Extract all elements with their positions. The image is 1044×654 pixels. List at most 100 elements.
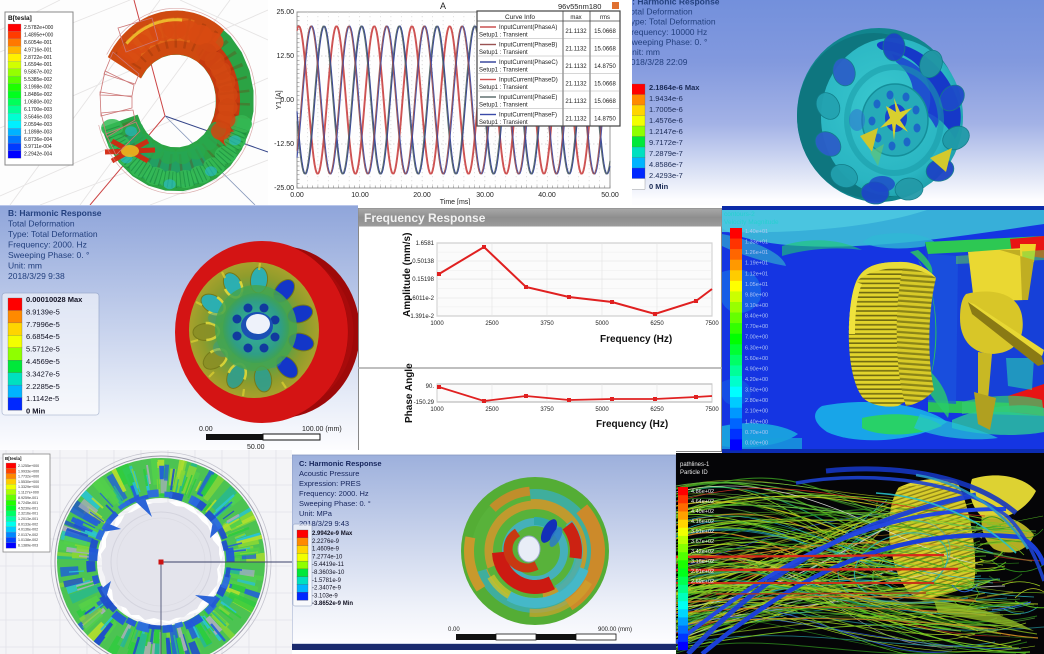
svg-text:4.86e+02: 4.86e+02 (691, 489, 714, 495)
svg-text:Frequency: 10000 Hz: Frequency: 10000 Hz (632, 27, 707, 37)
svg-text:Acoustic Pressure: Acoustic Pressure (299, 469, 359, 478)
svg-text:90.: 90. (426, 384, 435, 390)
svg-text:Setup1 : Transient: Setup1 : Transient (479, 50, 528, 56)
svg-text:1.6594e-001: 1.6594e-001 (24, 62, 52, 68)
svg-text:1.3329e+000: 1.3329e+000 (18, 485, 39, 489)
svg-text:rms: rms (600, 15, 610, 21)
svg-text:2500: 2500 (485, 407, 499, 413)
svg-text:InputCurrent(PhaseE): InputCurrent(PhaseE) (499, 95, 557, 101)
svg-text:7.7996e-5: 7.7996e-5 (26, 320, 60, 329)
svg-text:2.2276e-9: 2.2276e-9 (312, 539, 340, 545)
svg-text:3.16e+02: 3.16e+02 (691, 559, 714, 565)
svg-text:4.20e+00: 4.20e+00 (745, 377, 768, 383)
svg-text:10.00: 10.00 (351, 192, 369, 199)
svg-text:-12.50: -12.50 (274, 141, 294, 148)
svg-text:2.69e+02: 2.69e+02 (691, 579, 714, 585)
svg-text:1.1898e-003: 1.1898e-003 (24, 129, 52, 135)
svg-text:8.6054e-001: 8.6054e-001 (24, 40, 52, 46)
svg-text:Particle ID: Particle ID (680, 470, 708, 476)
svg-text:4.6011e-2: 4.6011e-2 (407, 296, 434, 302)
svg-text:2.80e+00: 2.80e+00 (745, 398, 768, 404)
svg-text:1.4609e-9: 1.4609e-9 (312, 547, 340, 553)
svg-text:B: Harmonic Response: B: Harmonic Response (8, 208, 102, 218)
svg-text:Setup1 : Transient: Setup1 : Transient (479, 68, 528, 74)
svg-text:30.00: 30.00 (476, 192, 494, 199)
svg-text:-1.5781e-9: -1.5781e-9 (312, 578, 342, 584)
svg-text:1.7005e-6: 1.7005e-6 (649, 105, 683, 114)
svg-text:15.0668: 15.0668 (594, 47, 616, 53)
svg-text:Unit: mm: Unit: mm (632, 47, 660, 57)
svg-text:7.2879e-7: 7.2879e-7 (649, 149, 683, 158)
svg-text:21.1132: 21.1132 (565, 82, 587, 88)
svg-text:4.64e+02: 4.64e+02 (691, 499, 714, 505)
svg-text:96v55nm180: 96v55nm180 (558, 2, 601, 11)
svg-text:21.1132: 21.1132 (565, 99, 587, 105)
svg-text:1.2013e-001: 1.2013e-001 (18, 517, 38, 521)
svg-text:25.00: 25.00 (276, 9, 294, 16)
svg-text:B[tesla]: B[tesla] (5, 456, 22, 461)
svg-text:Y1 [A]: Y1 [A] (276, 90, 283, 109)
svg-text:Sweeping Phase: 0. °: Sweeping Phase: 0. ° (299, 499, 371, 508)
svg-text:1.1142e-5: 1.1142e-5 (26, 394, 59, 403)
svg-text:14.8750: 14.8750 (594, 64, 616, 70)
svg-text:3.1998e-002: 3.1998e-002 (24, 85, 52, 91)
svg-text:InputCurrent(PhaseA): InputCurrent(PhaseA) (499, 25, 557, 31)
svg-text:0.00: 0.00 (290, 192, 304, 199)
svg-text:6.1389e-003: 6.1389e-003 (18, 544, 38, 548)
svg-text:5.60e+00: 5.60e+00 (745, 356, 768, 362)
svg-text:5000: 5000 (595, 321, 609, 327)
svg-text:Frequency: 2000. Hz: Frequency: 2000. Hz (8, 240, 87, 250)
svg-text:Amplitude (mm/s): Amplitude (mm/s) (402, 233, 413, 317)
svg-text:1.33e+01: 1.33e+01 (745, 240, 768, 246)
svg-text:4.40e+02: 4.40e+02 (691, 509, 714, 515)
svg-text:9.80e+00: 9.80e+00 (745, 292, 768, 298)
svg-text:900.00 (mm): 900.00 (mm) (598, 627, 632, 633)
svg-text:7.2774e-10: 7.2774e-10 (312, 554, 343, 560)
svg-text:-2.3407e-9: -2.3407e-9 (312, 586, 342, 592)
svg-text:15.0668: 15.0668 (594, 82, 616, 88)
svg-text:1.12e+01: 1.12e+01 (745, 271, 768, 277)
svg-text:1.19e+01: 1.19e+01 (745, 261, 768, 267)
svg-text:50.00: 50.00 (247, 444, 265, 450)
svg-text:Frequency (Hz): Frequency (Hz) (600, 334, 672, 345)
svg-text:6.8736e-004: 6.8736e-004 (24, 137, 52, 143)
svg-text:0.15198: 0.15198 (412, 277, 434, 283)
svg-text:0.00: 0.00 (199, 426, 213, 433)
svg-text:0.50138: 0.50138 (412, 259, 434, 265)
svg-text:-25.00: -25.00 (274, 185, 294, 192)
svg-text:Unit: MPa: Unit: MPa (299, 509, 333, 518)
svg-text:1.8486e-002: 1.8486e-002 (24, 92, 52, 98)
svg-text:2018/3/29 9:43: 2018/3/29 9:43 (299, 519, 349, 528)
svg-text:3.3427e-5: 3.3427e-5 (26, 369, 60, 378)
svg-text:20.00: 20.00 (413, 192, 431, 199)
svg-text:0.00: 0.00 (280, 97, 294, 104)
svg-text:4.90e+00: 4.90e+00 (745, 366, 768, 372)
svg-text:Setup1 : Transient: Setup1 : Transient (479, 103, 528, 109)
svg-text:6.1700e-003: 6.1700e-003 (24, 107, 52, 113)
svg-text:7500: 7500 (705, 407, 719, 413)
svg-text:InputCurrent(PhaseB): InputCurrent(PhaseB) (499, 43, 557, 49)
svg-text:4.4569e-5: 4.4569e-5 (26, 357, 60, 366)
svg-text:2.91e+02: 2.91e+02 (691, 569, 714, 575)
svg-text:0 Min: 0 Min (26, 407, 46, 416)
svg-text:6.6854e-5: 6.6854e-5 (26, 332, 60, 341)
svg-text:0.70e+00: 0.70e+00 (745, 430, 768, 436)
svg-text:1.4895e+000: 1.4895e+000 (24, 33, 54, 39)
svg-text:3.9711e-004: 3.9711e-004 (24, 144, 52, 150)
svg-text:-3.103e-9: -3.103e-9 (312, 593, 338, 599)
svg-text:-150.29: -150.29 (414, 400, 435, 406)
svg-text:1.7732e+000: 1.7732e+000 (18, 475, 39, 479)
svg-text:Frequency Response: Frequency Response (364, 211, 486, 225)
svg-text:4.9716e-001: 4.9716e-001 (24, 47, 52, 53)
svg-text:Frequency (Hz): Frequency (Hz) (596, 419, 668, 430)
svg-text:InputCurrent(PhaseC): InputCurrent(PhaseC) (499, 60, 558, 66)
svg-text:8.0133e-002: 8.0133e-002 (18, 522, 38, 526)
svg-text:2500: 2500 (485, 321, 499, 327)
svg-text:Phase Angle: Phase Angle (404, 363, 415, 423)
svg-text:9.5867e-002: 9.5867e-002 (24, 70, 52, 76)
svg-text:4.8586e-7: 4.8586e-7 (649, 160, 683, 169)
svg-text:1.0138e-002: 1.0138e-002 (18, 538, 38, 542)
svg-text:B: Harmonic Response: B: Harmonic Response (632, 0, 720, 7)
svg-text:-3.8652e-9 Min: -3.8652e-9 Min (312, 601, 353, 607)
svg-text:1.4576e-6: 1.4576e-6 (649, 116, 683, 125)
